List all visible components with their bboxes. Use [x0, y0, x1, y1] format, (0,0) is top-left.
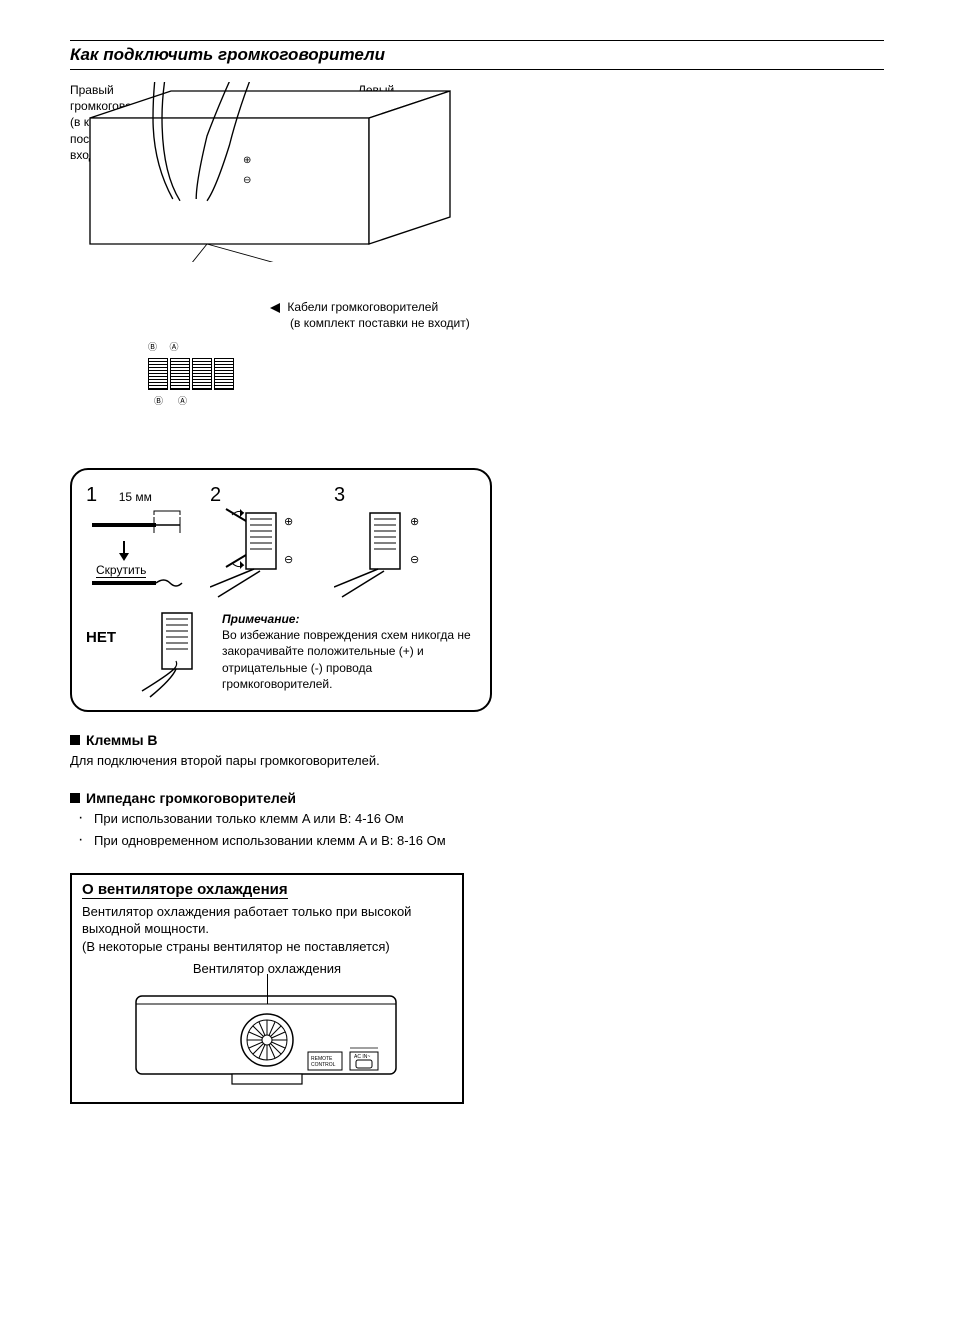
fan-diagram: REMOTE CONTROL AC IN~	[132, 978, 402, 1088]
steps-row: 1 15 мм Скрутить	[86, 484, 476, 597]
svg-text:CONTROL: CONTROL	[311, 1062, 336, 1068]
list-item: При использовании только клемм A или B: …	[70, 810, 470, 828]
svg-text:⊖: ⊖	[410, 554, 419, 566]
terminal	[148, 358, 168, 390]
cable-label: Кабели громкоговорителей (в комплект пос…	[270, 300, 470, 331]
cooling-fan-panel: О вентиляторе охлаждения Вентилятор охла…	[70, 873, 464, 1105]
svg-text:⊕: ⊕	[410, 516, 419, 528]
fan-heading: О вентиляторе охлаждения	[82, 881, 288, 899]
text: (в комплект поставки не входит)	[270, 316, 470, 330]
wire-strip-diagram: Скрутить	[86, 507, 196, 597]
connection-diagram: Правый громкоговоритель (в комплект пост…	[70, 82, 470, 462]
pointer-line	[267, 974, 268, 1004]
svg-text:⊕: ⊕	[284, 516, 293, 528]
svg-text:⊖: ⊖	[284, 554, 293, 566]
fan-body-2: (В некоторые страны вентилятор не постав…	[82, 938, 452, 956]
step-3: 3 ⊕ ⊖	[334, 484, 444, 577]
terminal	[214, 358, 234, 390]
impedance-heading: Импеданс громкоговорителей	[70, 790, 884, 806]
terminal	[170, 358, 190, 390]
no-label: НЕТ	[86, 611, 124, 646]
terminal-open-diagram: ⊕ ⊖	[210, 507, 280, 577]
step-1: 1 15 мм Скрутить	[86, 484, 196, 597]
arrow-left-icon	[270, 303, 280, 313]
step-number: 3	[334, 484, 345, 506]
svg-text:AC IN~: AC IN~	[354, 1054, 370, 1060]
text: Кабели громкоговорителей	[287, 300, 438, 314]
note-body: Во избежание повреждения схем никогда не…	[222, 628, 471, 691]
terminals-b-body: Для подключения второй пары громкоговори…	[70, 752, 470, 770]
short-circuit-diagram	[138, 611, 208, 681]
amplifier-body: ⊕ ⊖	[70, 82, 470, 262]
square-bullet-icon	[70, 793, 80, 803]
step-2: 2 ⊕	[210, 484, 320, 577]
terminal	[192, 358, 212, 390]
square-bullet-icon	[70, 735, 80, 745]
note-block: Примечание: Во избежание повреждения схе…	[222, 611, 476, 692]
fan-body-1: Вентилятор охлаждения работает только пр…	[82, 903, 452, 938]
terminal-closed-diagram: ⊕ ⊖	[334, 507, 404, 577]
step-number: 2	[210, 484, 221, 506]
strip-length: 15 мм	[119, 490, 152, 504]
terminals-b-heading: Клеммы B	[70, 732, 884, 748]
svg-text:⊕: ⊕	[243, 155, 251, 166]
list-item: При одновременном использовании клемм A …	[70, 832, 470, 850]
note-title: Примечание:	[222, 612, 299, 626]
connection-detail-panel: 1 15 мм Скрутить	[70, 468, 492, 712]
text: Импеданс громкоговорителей	[86, 790, 296, 806]
twist-label: Скрутить	[96, 563, 146, 578]
incorrect-example-row: НЕТ Примечание: Во избежание повреждения…	[86, 611, 476, 692]
svg-text:⊖: ⊖	[243, 175, 251, 186]
step-number: 1	[86, 484, 97, 506]
text: Клеммы B	[86, 732, 158, 748]
impedance-list: При использовании только клемм A или B: …	[70, 810, 470, 850]
amp-terminal-block: Ⓑ Ⓐ Ⓑ Ⓐ	[148, 344, 238, 400]
section-title: Как подключить громкоговорители	[70, 40, 884, 70]
